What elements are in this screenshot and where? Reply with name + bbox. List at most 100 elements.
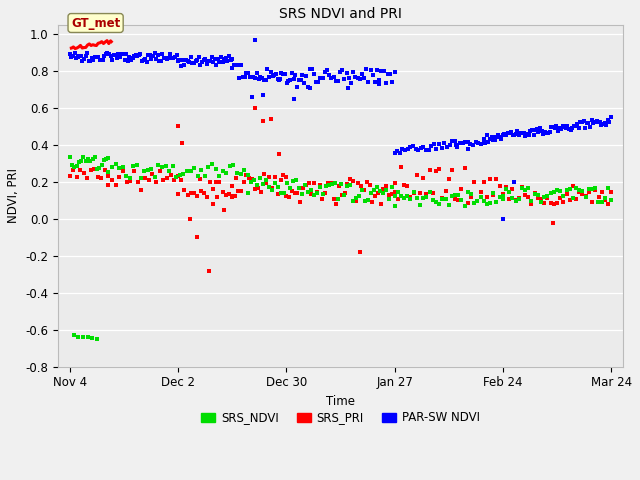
Point [470,138,481,145]
Point [378,185,388,192]
Point [317,195,328,203]
Point [266,68,276,76]
Point [76,157,86,165]
Point [224,191,234,198]
Point [590,186,600,193]
Point [189,190,199,197]
Point [556,126,566,133]
Point [148,52,158,60]
Point [348,197,358,204]
Point [526,198,536,205]
Point [86,166,96,173]
Point [440,195,451,203]
Point [587,186,597,193]
Point [326,74,337,82]
Point [514,194,524,202]
Point [498,131,508,138]
Point [236,61,246,69]
Point [166,171,176,179]
Point [253,75,264,83]
Point [532,125,542,132]
Point [380,187,390,194]
Point [584,188,594,196]
Point [273,183,283,191]
Point [514,195,524,203]
Point [76,52,86,60]
Point [393,195,403,203]
Point [603,184,613,192]
Point [218,59,228,66]
Point [587,198,597,205]
Point [149,49,159,57]
Point [177,139,187,147]
Point [298,185,308,192]
Point [321,182,331,190]
Point [172,51,182,59]
Point [473,139,483,147]
Point [466,191,476,198]
Point [328,73,339,81]
Point [342,182,352,190]
Point [604,119,614,126]
Point [156,58,166,65]
Point [434,140,444,147]
Point [211,166,221,173]
Point [173,123,183,131]
Point [252,181,262,189]
Point [577,118,587,126]
Point [506,128,516,136]
Point [603,200,613,207]
Point [523,184,533,192]
Point [281,192,291,200]
Point [412,194,422,202]
Point [197,58,207,65]
Point [376,67,387,75]
Point [301,181,311,189]
Point [69,49,79,57]
Point [437,195,447,203]
Point [67,53,77,60]
Point [243,171,253,179]
Point [104,154,114,162]
Point [390,202,400,209]
Point [524,131,534,139]
Point [85,156,95,164]
Point [231,174,241,182]
Point [221,169,232,177]
Point [535,124,545,132]
Point [196,167,206,174]
Point [580,193,591,201]
Point [498,195,508,203]
Point [250,104,260,112]
Point [511,130,521,138]
Point [301,72,311,80]
Point [214,178,225,186]
Point [428,196,438,204]
Point [239,73,250,81]
Point [539,193,549,201]
Point [186,53,196,61]
Point [83,174,93,182]
Point [186,168,196,175]
Point [173,172,183,180]
Point [469,200,479,207]
Point [356,187,367,194]
Point [390,179,400,186]
Point [285,184,295,192]
Point [261,180,271,187]
Point [542,194,552,202]
Point [397,145,408,153]
Point [227,193,237,201]
Point [124,54,134,61]
Point [164,54,174,61]
Point [246,73,257,81]
Point [603,116,613,123]
Point [520,186,531,193]
Point [118,163,128,170]
Point [72,163,82,170]
Point [512,127,522,135]
Point [330,179,340,187]
Point [146,166,156,173]
Point [360,197,370,204]
Point [482,193,492,201]
